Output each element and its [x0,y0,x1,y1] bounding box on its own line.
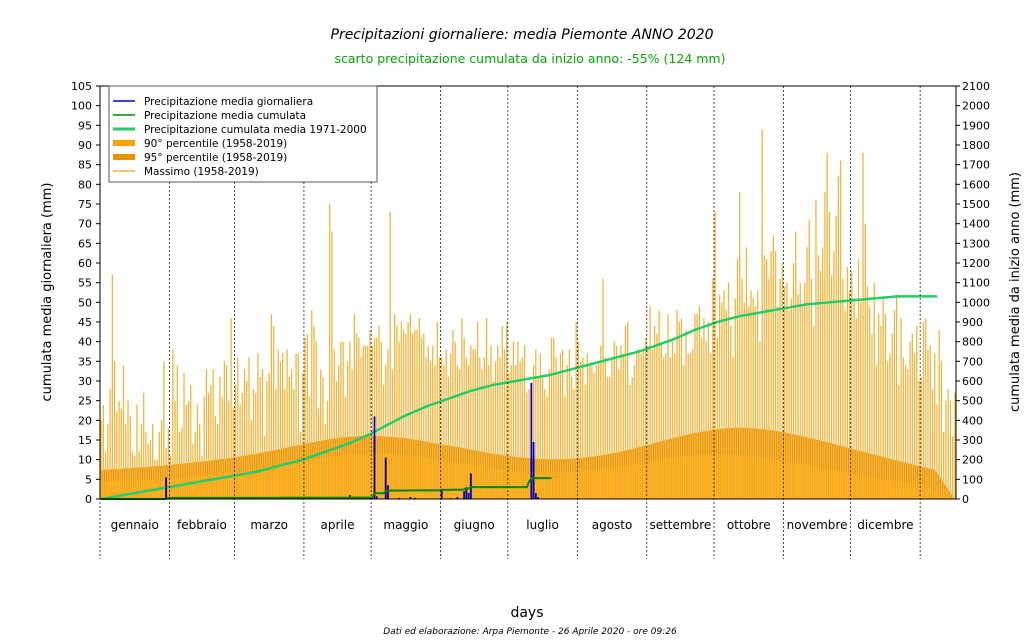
x-axis-label: days [510,605,543,621]
y-tick-label-right: 700 [962,355,983,368]
y-tick-label-right: 800 [962,336,983,349]
legend-label: Precipitazione media cumulata [144,110,306,122]
y-tick-label-left: 100 [71,100,92,113]
y-tick-label-left: 25 [78,395,92,408]
y-tick-label-right: 100 [962,473,983,486]
legend-label: Massimo (1958-2019) [144,166,259,178]
y-tick-label-right: 300 [962,434,983,447]
y-tick-label-left: 70 [78,218,92,231]
y-tick-label-left: 10 [78,454,92,467]
y-tick-label-right: 1800 [962,139,990,152]
y-tick-label-right: 1700 [962,159,990,172]
y-tick-label-left: 5 [85,473,92,486]
max-bars [100,129,956,499]
y-tick-label-left: 75 [78,198,92,211]
legend-label: 90° percentile (1958-2019) [144,138,287,150]
footer-credit: Dati ed elaborazione: Arpa Piemonte - 26… [383,627,677,637]
y-tick-label-left: 0 [85,493,92,506]
y-tick-label-left: 50 [78,296,92,309]
y-tick-label-left: 15 [78,434,92,447]
legend-label: Precipitazione cumulata media 1971-2000 [144,124,367,136]
y-tick-label-right: 500 [962,395,983,408]
chart-title: Precipitazioni giornaliere: media Piemon… [331,27,714,43]
month-label: dicembre [857,518,913,532]
y-tick-label-right: 1900 [962,119,990,132]
y-tick-label-left: 85 [78,159,92,172]
y-tick-label-right: 2000 [962,100,990,113]
month-label: ottobre [727,518,771,532]
y-tick-label-left: 35 [78,355,92,368]
y-tick-label-left: 45 [78,316,92,329]
month-label: gennaio [111,518,159,532]
month-label: aprile [321,518,355,532]
y-tick-label-right: 1600 [962,178,990,191]
month-label: settembre [649,518,711,532]
plot-frame [99,85,957,500]
axes: gennaio febbraio marzo aprile maggio giugno lu… [71,80,990,559]
y-tick-label-right: 0 [962,493,969,506]
y-tick-label-right: 600 [962,375,983,388]
month-label: agosto [592,518,633,532]
y-tick-label-right: 2100 [962,80,990,93]
y-tick-label-left: 105 [71,80,92,93]
y-tick-label-left: 20 [78,414,92,427]
cumulative-mean-line [100,295,937,501]
plot-area [100,86,956,501]
y-tick-label-right: 1200 [962,257,990,270]
y-tick-label-left: 55 [78,277,92,290]
legend-box [108,85,378,183]
y-tick-label-right: 1500 [962,198,990,211]
legend-label: Precipitazione media giornaliera [144,96,313,108]
y-tick-label-left: 95 [78,119,92,132]
legend: Precipitazione media giornaliera Precipit… [108,85,378,183]
y-tick-label-right: 900 [962,316,983,329]
y-axis-label-right: cumulata media da inizio anno (mm) [1008,172,1023,412]
month-label: giugno [454,518,495,532]
y-tick-label-left: 40 [78,336,92,349]
y-tick-label-right: 1100 [962,277,990,290]
y-tick-label-left: 90 [78,139,92,152]
y-tick-label-right: 1300 [962,237,990,250]
y-tick-label-right: 200 [962,454,983,467]
month-label: maggio [383,518,428,532]
y-tick-label-right: 1000 [962,296,990,309]
y-tick-label-left: 30 [78,375,92,388]
month-label: novembre [787,518,848,532]
y-axis-label-left: cumulata media giornaliera (mm) [40,183,55,402]
month-label: marzo [250,518,288,532]
y-tick-label-left: 65 [78,237,92,250]
month-label: luglio [526,518,559,532]
month-label: febbraio [177,518,227,532]
cumulative-2020-line [101,477,552,500]
legend-label: 95° percentile (1958-2019) [144,152,287,164]
y-tick-label-right: 400 [962,414,983,427]
chart-subtitle: scarto precipitazione cumulata da inizio… [335,51,726,66]
y-tick-label-left: 60 [78,257,92,270]
y-tick-label-left: 80 [78,178,92,191]
y-tick-label-right: 1400 [962,218,990,231]
